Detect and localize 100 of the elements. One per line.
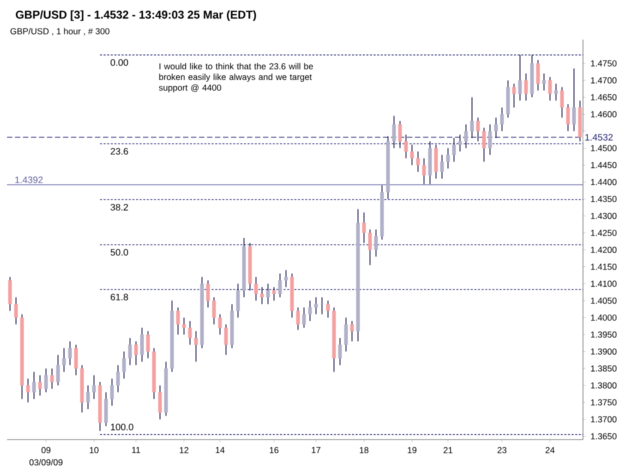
candlestick xyxy=(458,134,462,152)
x-tick-label: 10 xyxy=(90,447,98,454)
candlestick xyxy=(224,324,228,356)
candlestick xyxy=(194,330,198,362)
candlestick xyxy=(308,300,312,322)
candlestick xyxy=(500,107,504,132)
annotation: 38.2 xyxy=(110,204,128,211)
candlestick xyxy=(476,117,480,142)
y-tick-label: 1.4350 xyxy=(591,196,617,202)
candlestick xyxy=(296,307,300,330)
candlestick xyxy=(32,371,36,400)
chart-subtitle: GBP/USD , 1 hour , # 300 xyxy=(10,28,110,36)
candlestick xyxy=(368,229,372,266)
y-tick-label: 1.4300 xyxy=(591,212,617,220)
y-tick-label: 1.4750 xyxy=(591,60,617,67)
candlestick xyxy=(434,144,438,180)
candlestick xyxy=(398,120,402,149)
y-tick-label: 1.3650 xyxy=(591,433,617,440)
candlestick xyxy=(422,158,426,185)
candlestick xyxy=(140,327,144,362)
candlestick xyxy=(560,86,564,118)
candlestick xyxy=(446,148,450,170)
candlestick xyxy=(254,276,258,302)
x-tick-label: 19 xyxy=(408,447,416,454)
candlestick xyxy=(218,314,222,336)
y-tick-label: 1.4600 xyxy=(591,111,617,118)
ref-line-label: 1.4532 xyxy=(585,134,613,141)
candlestick xyxy=(260,286,264,305)
y-tick-label: 1.3700 xyxy=(591,416,617,422)
candlestick xyxy=(554,83,558,102)
candlestick xyxy=(542,73,546,92)
candlestick xyxy=(278,273,282,298)
candlestick xyxy=(374,229,378,258)
annotation: 100.0 xyxy=(110,424,134,430)
x-tick-label: 09 xyxy=(42,447,50,454)
y-tick-label: 1.4700 xyxy=(591,77,617,84)
candlestick xyxy=(266,283,270,305)
candlestick xyxy=(572,68,576,132)
y-tick-label: 1.3800 xyxy=(591,382,617,389)
candlestick xyxy=(74,344,78,376)
candlestick xyxy=(110,378,114,406)
annotation: I would like to think that the 23.6 will be broken easily like always and we target support @ 4400 xyxy=(158,63,313,92)
y-tick-label: 1.4150 xyxy=(591,264,617,270)
candlestick xyxy=(326,300,330,318)
candlestick xyxy=(452,138,456,162)
candlestick xyxy=(338,338,342,366)
candlestick xyxy=(56,354,60,386)
candlestick xyxy=(524,73,528,102)
candlestick xyxy=(470,96,474,139)
y-tick-label: 1.4250 xyxy=(591,230,617,236)
y-tick-label: 1.3850 xyxy=(591,365,617,372)
annotation: 23.6 xyxy=(110,148,128,155)
candlestick xyxy=(50,368,54,390)
candlestick xyxy=(188,320,192,346)
x-tick-label: 21 xyxy=(444,447,452,454)
x-tick-label: 14 xyxy=(216,447,225,454)
y-tick-label: 1.4000 xyxy=(591,314,617,321)
candlestick xyxy=(302,307,306,328)
candlestick xyxy=(494,117,498,139)
candlestick xyxy=(116,364,120,393)
y-tick-label: 1.4050 xyxy=(591,298,617,304)
candlestick xyxy=(158,385,162,420)
candlestick xyxy=(134,340,138,366)
candlestick xyxy=(566,104,570,132)
ref-line-label: 1.4392 xyxy=(15,176,43,184)
x-tick-label: 17 xyxy=(312,447,320,454)
x-tick-label: 16 xyxy=(270,447,278,454)
y-tick-label: 1.4200 xyxy=(591,246,617,253)
candlestick xyxy=(236,283,240,318)
candlestick xyxy=(350,320,354,342)
candlestick xyxy=(206,280,210,308)
candlestick xyxy=(284,270,288,288)
candlestick xyxy=(440,154,444,180)
x-tick-label: 24 xyxy=(546,447,555,454)
candlestick xyxy=(128,338,132,366)
candlestick xyxy=(416,151,420,172)
candlestick xyxy=(104,392,108,427)
candlestick xyxy=(464,124,468,149)
candlestick xyxy=(146,330,150,359)
x-tick-label: 12 xyxy=(180,447,188,454)
candlestick xyxy=(392,116,396,149)
y-tick-label: 1.3750 xyxy=(591,399,617,406)
candlestick xyxy=(14,296,18,325)
candlestick xyxy=(122,351,126,380)
candlestick xyxy=(212,296,216,325)
candlestick xyxy=(536,60,540,92)
x-tick-label: 23 xyxy=(498,447,506,454)
candlestick xyxy=(404,134,408,159)
candlestick xyxy=(488,124,492,156)
x-tick-label: 11 xyxy=(132,447,140,454)
candlestick xyxy=(320,296,324,315)
candlestick xyxy=(26,378,30,403)
candlestick xyxy=(410,144,414,166)
y-tick-label: 1.3900 xyxy=(591,348,617,355)
candlestick xyxy=(182,317,186,336)
candlestick xyxy=(272,286,276,302)
candlestick xyxy=(38,374,42,396)
candlestick xyxy=(482,127,486,162)
annotation: 0.00 xyxy=(110,59,128,66)
text: 03/09/09 xyxy=(29,459,62,466)
